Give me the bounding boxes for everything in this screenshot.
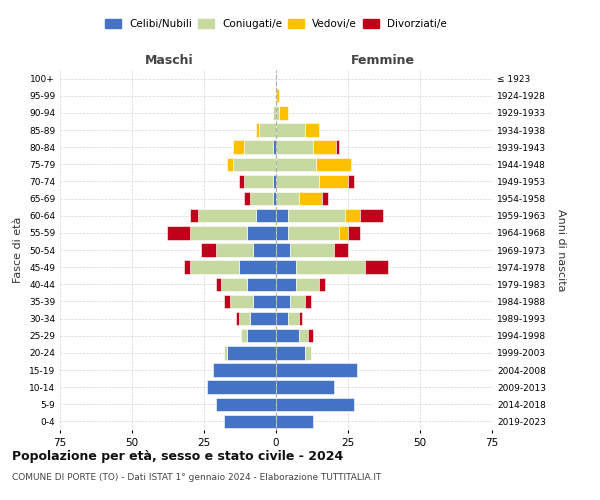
Bar [247,278,276,291]
Bar [239,260,276,274]
Y-axis label: Fasce di età: Fasce di età [13,217,23,283]
Bar [239,312,250,326]
Bar [276,244,290,256]
Bar [273,174,276,188]
Bar [247,226,276,239]
Bar [253,294,276,308]
Bar [322,192,328,205]
Bar [224,294,230,308]
Bar [250,312,276,326]
Bar [276,380,334,394]
Text: Femmine: Femmine [350,54,415,68]
Bar [201,244,215,256]
Bar [276,260,296,274]
Bar [184,260,190,274]
Bar [276,294,290,308]
Bar [276,278,296,291]
Bar [256,209,276,222]
Bar [316,158,351,171]
Bar [215,398,276,411]
Bar [305,294,311,308]
Bar [287,226,340,239]
Bar [345,209,359,222]
Bar [233,140,244,154]
Bar [273,106,276,120]
Bar [230,294,253,308]
Bar [287,312,299,326]
Bar [212,364,276,376]
Bar [276,226,287,239]
Bar [250,192,273,205]
Bar [221,278,247,291]
Bar [253,244,276,256]
Bar [227,158,233,171]
Text: Maschi: Maschi [145,54,194,68]
Bar [198,209,256,222]
Bar [227,346,276,360]
Bar [190,260,239,274]
Bar [276,106,279,120]
Bar [276,209,287,222]
Bar [276,364,356,376]
Bar [348,226,359,239]
Bar [207,380,276,394]
Bar [241,329,247,342]
Bar [365,260,388,274]
Bar [305,346,311,360]
Bar [224,414,276,428]
Bar [296,278,319,291]
Bar [256,124,259,136]
Bar [279,106,287,120]
Bar [236,312,239,326]
Bar [299,192,322,205]
Bar [215,278,221,291]
Bar [287,209,345,222]
Bar [276,124,305,136]
Bar [308,329,313,342]
Bar [313,140,337,154]
Bar [239,174,244,188]
Bar [276,140,313,154]
Y-axis label: Anni di nascita: Anni di nascita [556,209,566,291]
Bar [276,312,287,326]
Bar [233,158,276,171]
Bar [215,244,253,256]
Bar [290,294,305,308]
Bar [305,124,319,136]
Bar [276,414,313,428]
Bar [337,140,340,154]
Bar [334,244,348,256]
Bar [244,192,250,205]
Bar [359,209,383,222]
Bar [244,174,273,188]
Bar [319,174,348,188]
Bar [276,158,316,171]
Bar [340,226,348,239]
Bar [299,312,302,326]
Bar [348,174,354,188]
Bar [276,174,319,188]
Bar [273,192,276,205]
Bar [244,140,273,154]
Bar [296,260,365,274]
Bar [224,346,227,360]
Text: COMUNE DI PORTE (TO) - Dati ISTAT 1° gennaio 2024 - Elaborazione TUTTITALIA.IT: COMUNE DI PORTE (TO) - Dati ISTAT 1° gen… [12,472,382,482]
Bar [276,346,305,360]
Bar [299,329,308,342]
Bar [259,124,276,136]
Legend: Celibi/Nubili, Coniugati/e, Vedovi/e, Divorziati/e: Celibi/Nubili, Coniugati/e, Vedovi/e, Di… [105,18,447,29]
Bar [190,226,247,239]
Bar [190,209,198,222]
Bar [167,226,190,239]
Bar [290,244,334,256]
Bar [276,192,299,205]
Bar [276,89,279,102]
Bar [319,278,325,291]
Bar [276,398,354,411]
Bar [273,140,276,154]
Bar [276,329,299,342]
Bar [247,329,276,342]
Text: Popolazione per età, sesso e stato civile - 2024: Popolazione per età, sesso e stato civil… [12,450,343,463]
